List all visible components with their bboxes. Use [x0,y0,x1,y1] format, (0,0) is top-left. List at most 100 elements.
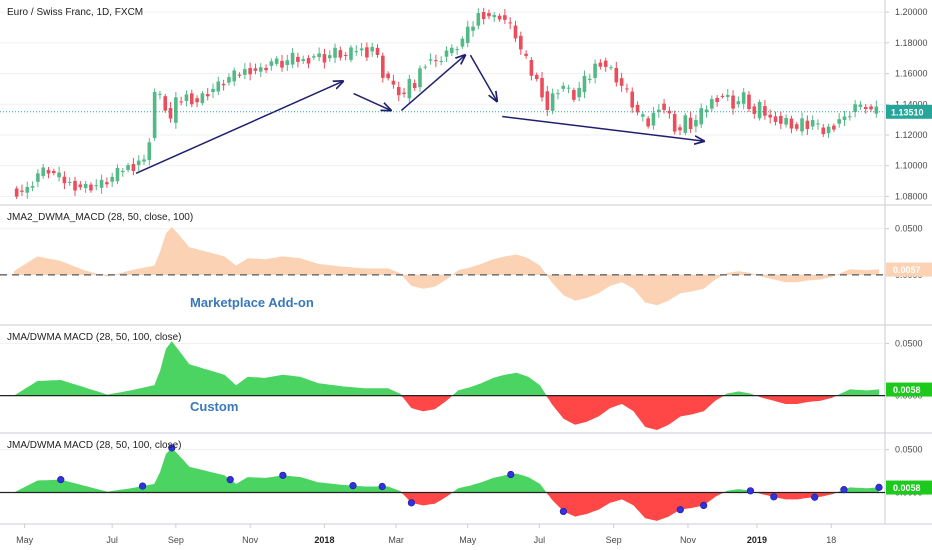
candle-body [837,119,841,124]
turning-point-marker [507,470,515,479]
candle-body [83,183,88,189]
candle-body [386,73,390,79]
candle-body [577,87,581,98]
candle-body [518,35,523,50]
turning-point-marker [349,482,357,490]
candle-body [62,176,67,184]
candle-body [773,116,778,122]
candle-body [678,127,682,131]
candle-body [651,112,656,126]
indicator-tick-label: 0.0500 [895,224,923,234]
candle-body [757,101,762,119]
candle-body [418,68,422,88]
candle-body [131,163,136,172]
indicator-value: 0.0057 [893,265,921,275]
candle-body [556,93,560,95]
candle-body [614,67,619,83]
trend-arrow[interactable] [135,81,343,175]
candle-body [630,91,635,108]
time-tick-label: Sep [168,535,184,545]
candle-body [874,106,879,114]
trend-arrow[interactable] [502,115,704,142]
candle-body [312,56,316,58]
candle-body [444,50,449,57]
turning-point-marker [770,493,778,501]
macd-area-positive [14,341,879,396]
candle-body [428,59,433,61]
candle-body [784,117,788,125]
turning-point-marker [676,506,684,514]
trend-arrow[interactable] [353,92,391,111]
candle-body [174,97,178,123]
turning-point-marker [279,471,287,479]
candle-body [768,114,773,118]
indicator-value-badge [886,382,932,397]
trend-arrow[interactable] [469,54,497,101]
turning-point-marker [840,486,848,494]
candle-body [381,55,385,78]
candle-body [120,170,125,173]
price-tick-label: 1.08000 [895,191,928,201]
candle-body [200,93,205,104]
candle-body [487,13,491,17]
candle-body [598,62,603,67]
candle-body [14,188,19,197]
candle-body [805,120,810,129]
price-tick-label: 1.18000 [895,38,928,48]
candle-body [375,47,380,55]
candle-body [821,127,826,135]
candle-body [136,160,141,166]
candle-body [168,107,173,119]
candle-body [503,15,507,20]
turning-point-marker [138,482,147,490]
candle-body [301,59,306,62]
time-axis: May Jul Sep Nov 2018 Mar May Jul Sep Nov 2019 18 [16,524,836,545]
candle-body [163,96,168,111]
candle-body [99,179,104,188]
candle-body [826,126,831,134]
candle-body [715,97,719,102]
candle-body [232,70,237,82]
candle-body [243,69,247,75]
turning-point-marker [811,493,819,501]
time-tick-label: 2018 [314,535,334,545]
candle-body [662,103,666,110]
time-tick-label: Jul [106,535,118,545]
candle-body [126,165,130,171]
candle-body [779,115,783,124]
candle-body [248,68,252,75]
candle-body [290,52,295,65]
candle-body [94,185,99,187]
candle-body [264,67,268,71]
candle-body [205,94,210,97]
macd-area-positive [14,226,879,275]
macd-area-negative [14,274,879,306]
candle-body [73,180,77,191]
candle-body [253,68,258,71]
candle-body [853,104,857,112]
chart-panes: 1.20000 1.18000 1.16000 1.14000 1.12000 1.100… [0,0,932,525]
candle-body [359,48,364,51]
candle-body [269,61,274,66]
candle-body [513,25,518,39]
indicator-title: JMA/DWMA MACD (28, 50, 100, close) [7,440,182,451]
candle-body [237,74,242,76]
candle-body [534,74,539,80]
candle-body [550,93,555,111]
candle-body [747,94,751,110]
candle-body [529,59,534,76]
turning-point-marker [559,507,567,516]
indicator-value: 0.0058 [893,483,921,493]
indicator-tick-label: 0.0500 [895,338,923,348]
time-tick-label: May [459,535,477,545]
candle-body [625,88,629,90]
candle-body [710,99,714,109]
trend-arrow[interactable] [400,55,465,111]
candle-body [296,56,300,62]
candle-body [508,22,512,24]
candle-body [343,55,348,57]
candle-body [450,47,454,54]
candle-body [561,85,566,89]
candle-body [327,55,332,59]
